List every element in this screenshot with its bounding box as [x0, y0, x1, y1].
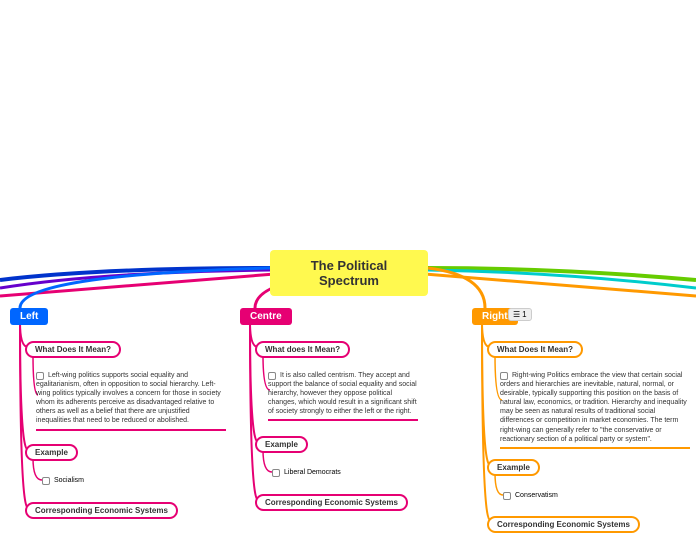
right-meaning-text: Right-wing Politics embrace the view tha… — [500, 371, 690, 447]
checkbox-icon[interactable] — [272, 469, 280, 477]
centre-econ-node[interactable]: Corresponding Economic Systems — [255, 494, 408, 511]
branch-centre[interactable]: Centre — [240, 308, 292, 325]
left-example-node[interactable]: Example — [25, 444, 78, 461]
mindmap-canvas: The Political Spectrum Left What Does It… — [0, 0, 696, 520]
centre-example-node[interactable]: Example — [255, 436, 308, 453]
root-node[interactable]: The Political Spectrum — [270, 250, 428, 296]
right-econ-node[interactable]: Corresponding Economic Systems — [487, 516, 640, 533]
checkbox-icon[interactable] — [268, 372, 276, 380]
checkbox-icon[interactable] — [42, 477, 50, 485]
right-badge[interactable]: ☰ 1 — [508, 308, 532, 321]
left-meaning-text: Left-wing politics supports social equal… — [36, 371, 226, 429]
left-econ-node[interactable]: Corresponding Economic Systems — [25, 502, 178, 519]
checkbox-icon[interactable] — [500, 372, 508, 380]
branch-left[interactable]: Left — [10, 308, 48, 325]
right-example-node[interactable]: Example — [487, 459, 540, 476]
right-meaning-node[interactable]: What Does It Mean? — [487, 341, 583, 358]
centre-example-leaf: Liberal Democrats — [272, 468, 341, 477]
centre-meaning-text: It is also called centrism. They accept … — [268, 371, 418, 419]
right-example-leaf: Conservatism — [503, 491, 558, 500]
list-icon: ☰ — [513, 310, 520, 319]
centre-meaning-node[interactable]: What does It Mean? — [255, 341, 350, 358]
left-meaning-node[interactable]: What Does It Mean? — [25, 341, 121, 358]
checkbox-icon[interactable] — [503, 492, 511, 500]
left-example-leaf: Socialism — [42, 476, 84, 485]
checkbox-icon[interactable] — [36, 372, 44, 380]
